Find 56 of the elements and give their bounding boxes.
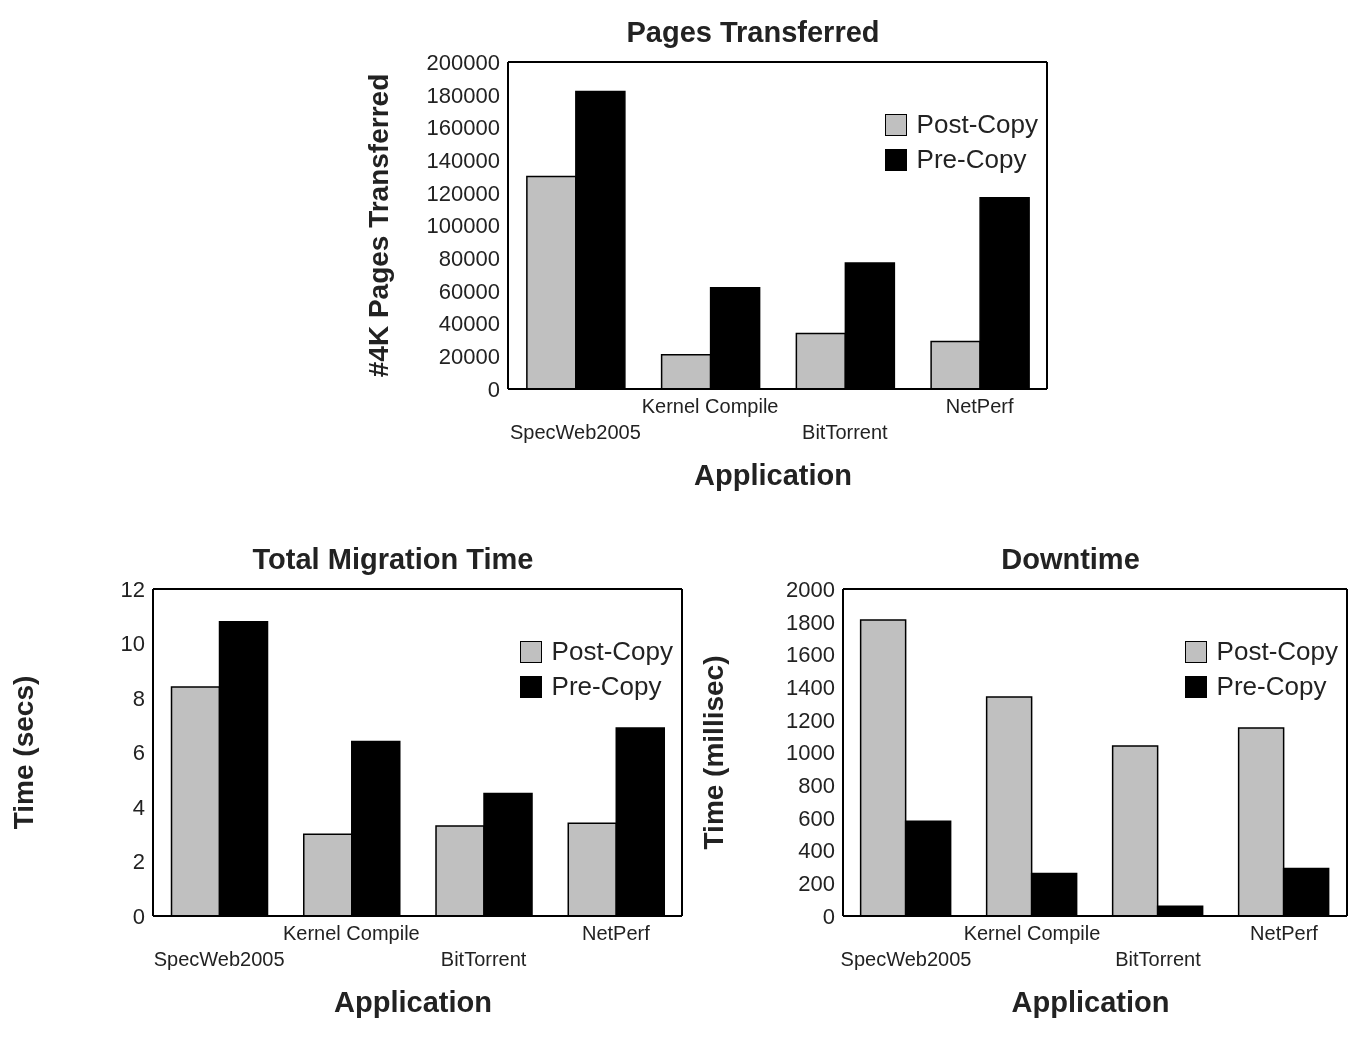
y-tick-label: 800	[798, 773, 835, 799]
x-tick-label: BitTorrent	[1115, 948, 1202, 970]
y-tick-label: 0	[822, 903, 835, 929]
y-tick-label: 80000	[438, 246, 500, 272]
y-tick-label: 1000	[786, 740, 835, 766]
legend-label: Post-Copy	[915, 109, 1038, 140]
legend-label: Post-Copy	[550, 636, 673, 667]
y-tick-label: 20000	[438, 344, 500, 370]
x-tick-label: BitTorrent	[440, 948, 527, 970]
legend-label: Pre-Copy	[550, 671, 663, 702]
y-tick-label: 200000	[426, 49, 500, 75]
x-axis-title: Application	[1010, 986, 1171, 1019]
chart-title: Downtime	[1000, 543, 1141, 576]
y-tick-label: 6	[132, 740, 145, 766]
x-tick-label: SpecWeb2005	[840, 948, 972, 970]
x-tick-label: SpecWeb2005	[153, 948, 285, 970]
y-tick-label: 1600	[786, 642, 835, 668]
y-tick-label: 1200	[786, 707, 835, 733]
y-tick-label: 8	[132, 685, 145, 711]
y-tick-label: 2	[132, 849, 145, 875]
y-tick-label: 0	[487, 376, 500, 402]
y-tick-label: 140000	[426, 147, 500, 173]
y-axis-title: Time (millisec)	[697, 655, 729, 850]
x-tick-label: NetPerf	[581, 922, 651, 944]
y-tick-label: 60000	[438, 278, 500, 304]
y-tick-label: 10	[120, 631, 145, 657]
y-tick-label: 120000	[426, 180, 500, 206]
x-tick-label: NetPerf	[945, 395, 1014, 417]
y-tick-label: 1800	[786, 609, 835, 635]
y-tick-label: 2000	[786, 576, 835, 602]
y-tick-label: 100000	[426, 213, 500, 239]
x-tick-label: Kernel Compile	[641, 395, 779, 417]
chart-title: Pages Transferred	[625, 16, 881, 49]
y-tick-label: 4	[132, 794, 145, 820]
x-tick-label: Kernel Compile	[963, 922, 1101, 944]
y-tick-label: 180000	[426, 82, 500, 108]
y-tick-label: 200	[798, 871, 835, 897]
x-tick-label: SpecWeb2005	[509, 421, 641, 443]
x-axis-title: Application	[693, 459, 853, 492]
y-tick-label: 600	[798, 805, 835, 831]
x-axis-title: Application	[333, 986, 493, 1019]
chart-title: Total Migration Time	[251, 543, 535, 576]
y-tick-label: 12	[120, 576, 145, 602]
legend-label: Post-Copy	[1215, 636, 1338, 667]
x-tick-label: BitTorrent	[802, 421, 889, 443]
y-tick-label: 40000	[438, 311, 500, 337]
legend-label: Pre-Copy	[915, 144, 1028, 175]
y-tick-label: 1400	[786, 674, 835, 700]
legend-label: Pre-Copy	[1215, 671, 1328, 702]
y-tick-label: 400	[798, 838, 835, 864]
y-tick-label: 0	[132, 903, 145, 929]
y-tick-label: 160000	[426, 115, 500, 141]
y-axis-title: #4K Pages Transferred	[362, 73, 394, 378]
x-tick-label: NetPerf	[1250, 922, 1319, 944]
y-axis-title: Time (secs)	[7, 675, 39, 830]
x-tick-label: Kernel Compile	[283, 922, 420, 944]
